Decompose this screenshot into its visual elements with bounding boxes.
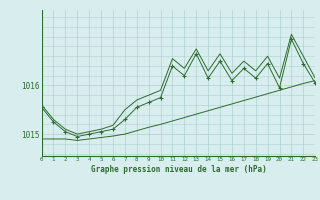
X-axis label: Graphe pression niveau de la mer (hPa): Graphe pression niveau de la mer (hPa) [91, 165, 266, 174]
